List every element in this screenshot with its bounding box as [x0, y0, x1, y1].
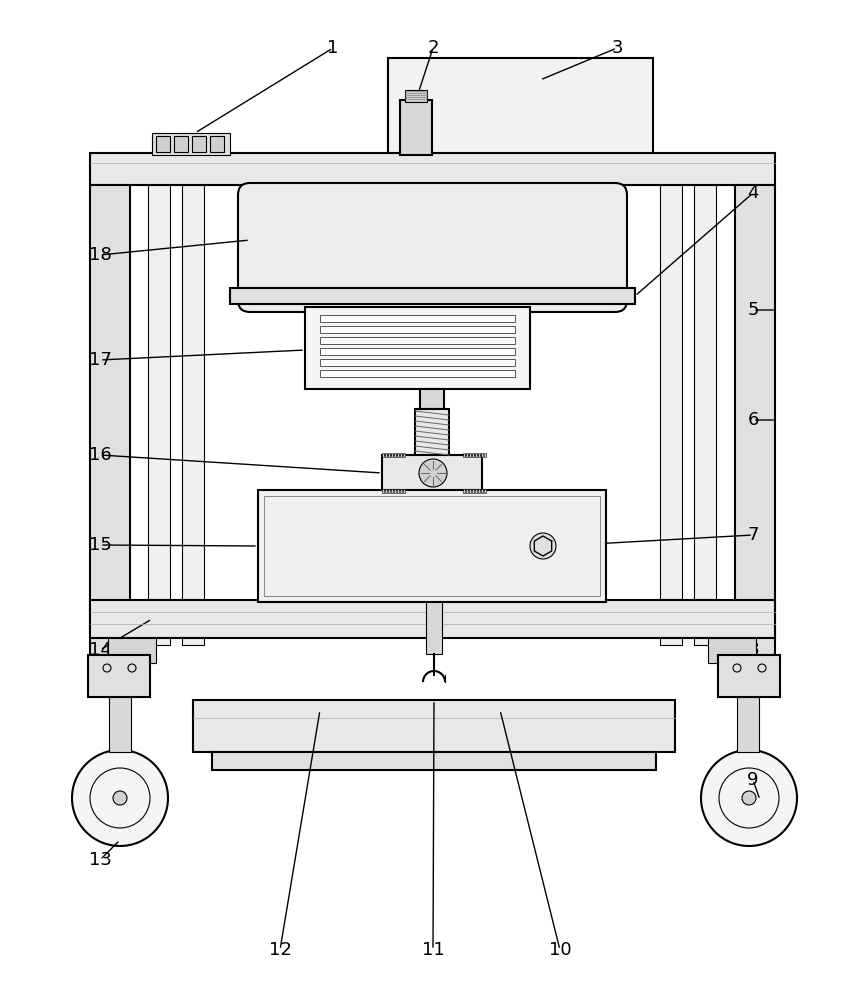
Text: 2: 2 [427, 39, 439, 57]
Text: 1: 1 [327, 39, 339, 57]
Bar [463, 453, 465, 457]
Bar [475, 453, 477, 457]
Bar [264, 496, 600, 596]
Bar [737, 697, 759, 752]
Bar [90, 153, 775, 185]
Bar [403, 453, 405, 457]
Bar [192, 136, 206, 152]
Bar [397, 453, 399, 457]
Bar [258, 490, 606, 602]
Bar [478, 453, 480, 457]
Text: 18: 18 [88, 246, 112, 264]
Text: 12: 12 [268, 941, 292, 959]
Bar [320, 315, 515, 322]
Text: 17: 17 [88, 351, 112, 369]
Bar [660, 185, 682, 645]
Bar [108, 638, 156, 663]
Text: 16: 16 [88, 446, 112, 464]
Bar [305, 307, 530, 389]
Bar [109, 697, 131, 752]
Bar [320, 359, 515, 366]
Bar [90, 600, 775, 638]
Bar [152, 133, 230, 155]
Circle shape [530, 533, 556, 559]
Bar [735, 185, 775, 655]
Bar [90, 185, 130, 655]
Bar [484, 453, 486, 457]
Bar [481, 489, 483, 493]
Bar [466, 489, 468, 493]
Bar [394, 489, 396, 493]
Bar [394, 453, 396, 457]
Bar [148, 185, 170, 645]
Text: 7: 7 [747, 526, 759, 544]
Circle shape [419, 459, 447, 487]
Text: 9: 9 [747, 771, 759, 789]
Bar [385, 453, 387, 457]
Bar [475, 489, 477, 493]
Bar [472, 489, 474, 493]
Bar [400, 489, 402, 493]
Bar [388, 489, 390, 493]
Circle shape [701, 750, 797, 846]
Text: 6: 6 [747, 411, 759, 429]
Text: 5: 5 [747, 301, 759, 319]
Bar [403, 489, 405, 493]
Bar [694, 185, 716, 645]
Bar [426, 602, 442, 654]
Text: 13: 13 [88, 851, 112, 869]
Bar [212, 752, 656, 770]
Bar [478, 489, 480, 493]
Circle shape [742, 791, 756, 805]
Text: 15: 15 [88, 536, 112, 554]
Text: 3: 3 [611, 39, 623, 57]
Bar [405, 90, 427, 102]
Bar [230, 288, 635, 304]
Bar [400, 453, 402, 457]
Bar [320, 348, 515, 355]
FancyBboxPatch shape [238, 183, 627, 312]
Bar [388, 58, 653, 155]
Bar [397, 489, 399, 493]
Bar [466, 453, 468, 457]
Circle shape [113, 791, 127, 805]
Text: 10: 10 [549, 941, 572, 959]
Bar [391, 453, 393, 457]
Text: 4: 4 [747, 184, 759, 202]
Bar [385, 489, 387, 493]
Bar [481, 453, 483, 457]
Bar [415, 409, 449, 457]
Bar [88, 655, 150, 697]
Bar [469, 489, 471, 493]
Bar [469, 453, 471, 457]
Bar [320, 326, 515, 333]
Bar [156, 136, 170, 152]
Bar [182, 185, 204, 645]
Text: 11: 11 [422, 941, 444, 959]
Bar [400, 100, 432, 155]
Bar [174, 136, 188, 152]
Text: 8: 8 [747, 641, 759, 659]
Bar [320, 337, 515, 344]
Text: 14: 14 [88, 641, 112, 659]
Bar [320, 370, 515, 377]
Bar [193, 700, 675, 752]
Circle shape [72, 750, 168, 846]
Bar [420, 389, 444, 409]
Bar [718, 655, 780, 697]
Bar [708, 638, 756, 663]
Bar [391, 489, 393, 493]
Bar [382, 453, 384, 457]
Bar [382, 455, 482, 491]
Bar [388, 453, 390, 457]
Bar [484, 489, 486, 493]
Bar [472, 453, 474, 457]
Bar [382, 489, 384, 493]
Bar [463, 489, 465, 493]
Bar [210, 136, 224, 152]
